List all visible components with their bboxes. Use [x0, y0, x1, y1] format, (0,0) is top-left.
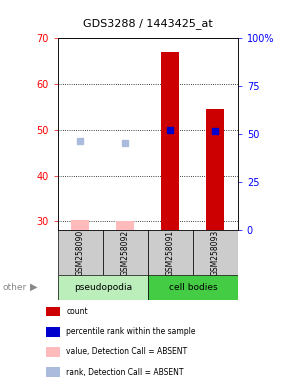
Text: GSM258092: GSM258092: [121, 229, 130, 276]
Text: GDS3288 / 1443425_at: GDS3288 / 1443425_at: [83, 18, 213, 29]
Bar: [58, 230, 103, 275]
Text: GSM258093: GSM258093: [211, 229, 220, 276]
Bar: [193, 230, 238, 275]
Text: percentile rank within the sample: percentile rank within the sample: [66, 327, 196, 336]
Text: other: other: [3, 283, 27, 291]
Text: count: count: [66, 307, 88, 316]
Bar: [148, 275, 238, 300]
Text: value, Detection Call = ABSENT: value, Detection Call = ABSENT: [66, 348, 188, 356]
Text: cell bodies: cell bodies: [168, 283, 217, 291]
Bar: [58, 275, 148, 300]
Bar: [46, 307, 60, 316]
Bar: [46, 347, 60, 357]
Text: GSM258090: GSM258090: [76, 229, 85, 276]
Bar: [46, 327, 60, 336]
Bar: [116, 221, 134, 230]
Bar: [46, 367, 60, 377]
Bar: [148, 230, 193, 275]
Text: ▶: ▶: [30, 282, 37, 292]
Text: rank, Detection Call = ABSENT: rank, Detection Call = ABSENT: [66, 367, 184, 376]
Text: GSM258091: GSM258091: [166, 229, 175, 276]
Bar: [103, 230, 148, 275]
Bar: [71, 220, 89, 230]
Bar: [206, 109, 224, 230]
Bar: [161, 52, 179, 230]
Text: pseudopodia: pseudopodia: [74, 283, 132, 291]
